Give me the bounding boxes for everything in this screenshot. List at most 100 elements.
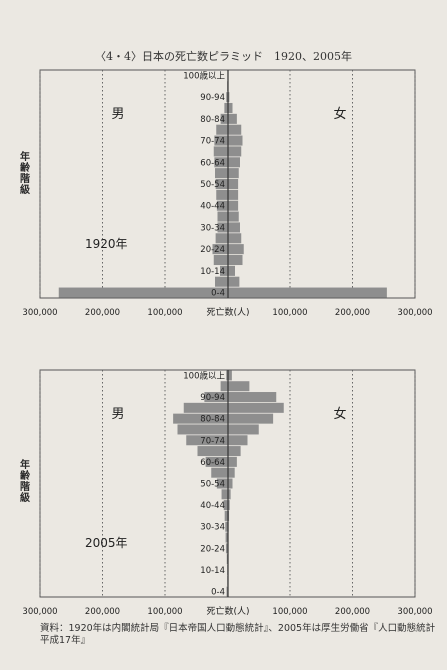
x-tick-label-2005-4: 200,000: [335, 607, 370, 617]
bar-female-1920-35-39: [228, 211, 239, 222]
bar-male-1920-15-19: [213, 254, 228, 266]
bar-male-2005-20-24: [225, 543, 228, 554]
x-tick-label-1920-0: 300,000: [22, 308, 57, 318]
bar-male-1920-75-79: [216, 124, 228, 135]
bar-male-2005-0-4: [226, 586, 228, 597]
age-label-2005-90-94: 90-94: [200, 393, 225, 403]
bar-female-1920-40-44: [228, 200, 239, 211]
age-label-1920-80-84: 80-84: [200, 115, 225, 125]
age-label-1920-50-54: 50-54: [200, 180, 225, 190]
bar-female-1920-5-9: [228, 276, 240, 287]
bar-male-2005-15-19: [226, 554, 228, 565]
bar-male-2005-95-99: [220, 381, 228, 392]
male-label-2005: 男: [111, 407, 124, 422]
y-axis-label-1920: 年齢階級: [20, 152, 30, 196]
bar-female-1920-0-4: [228, 287, 387, 298]
x-tick-label-1920-3: 100,000: [272, 308, 307, 318]
bar-female-2005-40-44: [228, 500, 230, 511]
age-label-2005-50-54: 50-54: [200, 480, 225, 490]
bar-male-1920-5-9: [215, 276, 228, 287]
female-label-2005: 女: [333, 406, 346, 422]
bar-female-1920-70-74: [228, 135, 243, 146]
bar-male-1920-0-4: [58, 287, 228, 298]
bar-female-1920-65-69: [228, 146, 242, 157]
bar-male-1920-10-14: [220, 265, 228, 276]
age-label-2005-30-34: 30-34: [200, 523, 225, 533]
age-label-2005-60-64: 60-64: [200, 458, 225, 468]
bar-female-2005-95-99: [228, 381, 250, 392]
year-label-2005: 2005年: [85, 536, 128, 550]
age-label-1920-40-44: 40-44: [200, 202, 225, 212]
age-label-2005-10-14: 10-14: [200, 566, 225, 576]
bar-female-1920-80-84: [228, 113, 237, 124]
bar-female-1920-30-34: [228, 222, 240, 233]
bar-female-1920-10-14: [228, 265, 235, 276]
bar-male-2005-25-29: [225, 532, 228, 543]
bar-male-2005-55-59: [211, 467, 228, 478]
bar-male-2005-40-44: [223, 500, 228, 511]
age-label-2005-40-44: 40-44: [200, 501, 225, 511]
bar-female-2005-55-59: [228, 467, 235, 478]
pyramid-charts-svg: 0-4 10-14 20-24 30-34 40-44 50-54 60-64 70-74 80…: [22, 69, 433, 617]
age-label-1920-0-4: 0-4: [211, 289, 225, 299]
bar-male-2005-100歳以上: [226, 370, 228, 381]
bar-male-1920-45-49: [216, 189, 228, 200]
bar-male-1920-25-29: [215, 233, 228, 244]
bar-female-1920-20-24: [228, 244, 244, 255]
bar-male-2005-75-79: [177, 424, 228, 435]
y-axis-label-2005: 年齢階級: [20, 460, 30, 504]
x-tick-label-2005-1: 200,000: [85, 607, 120, 617]
age-label-1920-90-94: 90-94: [200, 93, 225, 103]
bar-male-2005-65-69: [197, 446, 228, 457]
age-label-1920-100歳以上: 100歳以上: [183, 70, 225, 81]
bar-female-2005-75-79: [228, 424, 259, 435]
male-label-1920: 男: [111, 107, 124, 122]
bar-male-1920-30-34: [217, 222, 228, 233]
chart-title: 〈4・4〉日本の死亡数ピラミッド 1920、2005年: [95, 50, 352, 63]
bar-female-2005-80-84: [228, 413, 274, 424]
bar-female-2005-100歳以上: [228, 370, 232, 381]
age-label-1920-10-14: 10-14: [200, 267, 225, 277]
age-label-1920-70-74: 70-74: [200, 137, 225, 147]
bar-male-2005-90-94: [204, 392, 228, 403]
bar-female-1920-50-54: [228, 178, 239, 190]
age-label-1920-20-24: 20-24: [200, 245, 225, 255]
bar-male-2005-60-64: [205, 456, 228, 467]
bar-male-2005-70-74: [186, 435, 228, 446]
bar-female-2005-65-69: [228, 446, 241, 457]
bar-male-1920-90-94: [226, 92, 228, 103]
year-label-1920: 1920年: [85, 237, 128, 251]
bar-male-2005-80-84: [173, 413, 228, 424]
bar-female-1920-60-64: [228, 157, 240, 168]
bar-male-1920-20-24: [212, 244, 228, 255]
bar-male-1920-50-54: [215, 178, 228, 190]
x-axis-title-1920: 死亡数(人): [206, 306, 249, 318]
x-axis-title-2005: 死亡数(人): [206, 605, 249, 617]
bar-male-1920-55-59: [215, 168, 228, 179]
source-note: 資料：1920年は内閣統計局『日本帝国人口動態統計』、2005年は厚生労働省『人…: [40, 623, 436, 646]
bar-female-2005-90-94: [228, 392, 277, 403]
bar-female-2005-85-89: [228, 402, 284, 413]
age-label-1920-60-64: 60-64: [200, 158, 225, 168]
x-tick-label-1920-5: 300,000: [397, 308, 432, 318]
x-tick-label-2005-3: 100,000: [272, 607, 307, 617]
bar-male-2005-35-39: [224, 510, 228, 521]
bar-female-2005-45-49: [228, 489, 231, 500]
bar-male-2005-85-89: [183, 402, 228, 413]
bar-male-1920-60-64: [214, 157, 228, 168]
bar-female-2005-50-54: [228, 478, 233, 489]
age-label-1920-30-34: 30-34: [200, 223, 225, 233]
age-label-2005-0-4: 0-4: [211, 588, 225, 598]
x-tick-label-2005-2: 100,000: [147, 607, 182, 617]
bar-female-1920-90-94: [228, 92, 230, 103]
age-label-2005-70-74: 70-74: [200, 436, 225, 446]
bar-male-1920-65-69: [213, 146, 228, 157]
bar-male-1920-40-44: [216, 200, 228, 211]
bar-male-2005-50-54: [216, 478, 228, 489]
bar-female-1920-75-79: [228, 124, 242, 135]
bar-female-2005-70-74: [228, 435, 248, 446]
bar-female-1920-85-89: [228, 102, 233, 114]
age-label-2005-100歳以上: 100歳以上: [183, 370, 225, 381]
bar-female-1920-15-19: [228, 254, 243, 266]
